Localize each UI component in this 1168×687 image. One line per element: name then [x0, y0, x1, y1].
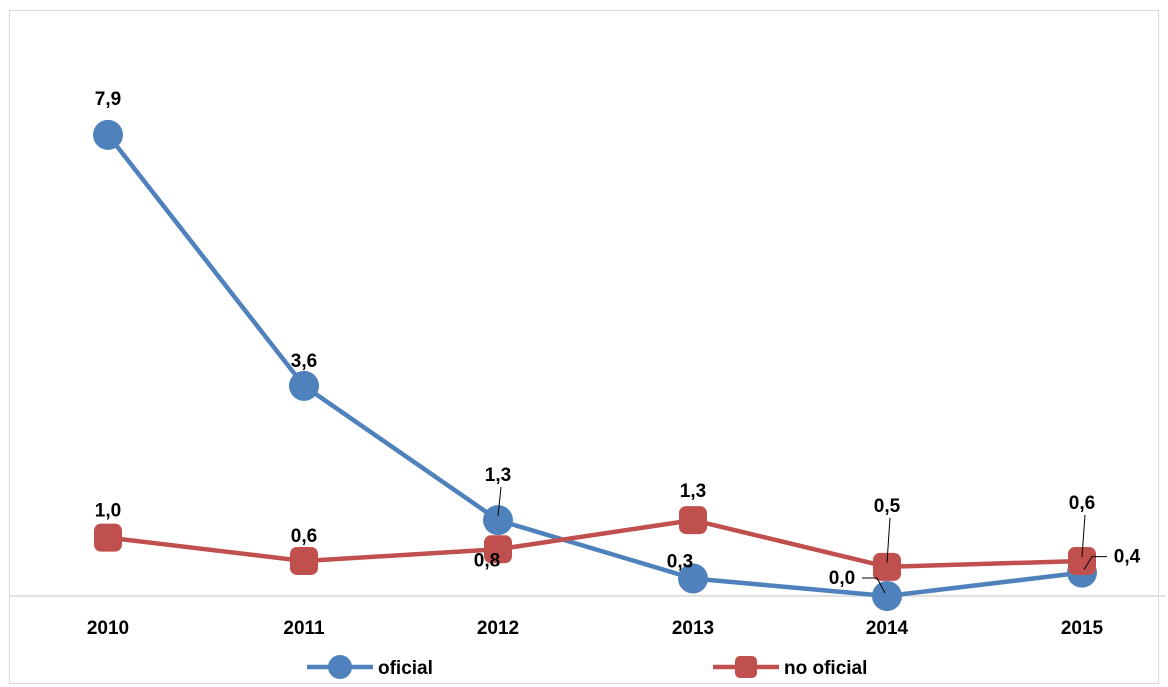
x-tick-label: 2011 [283, 618, 325, 639]
data-point-no-oficial [873, 552, 901, 581]
series-line-no-oficial [105, 517, 1085, 570]
data-label: 0,0 [829, 568, 855, 589]
data-label: 0,6 [291, 526, 317, 547]
data-point-no-oficial [290, 546, 318, 575]
data-label: 0,3 [667, 551, 693, 572]
label-leader-line [886, 517, 891, 563]
data-label: 0,5 [874, 496, 901, 517]
legend-label: no oficial [784, 658, 867, 679]
data-point-oficial [289, 370, 319, 401]
x-tick-label: 2012 [477, 618, 519, 639]
label-leader-line [497, 487, 502, 517]
data-point-oficial [483, 505, 513, 536]
data-label: 0,8 [474, 550, 500, 571]
legend-marker [735, 656, 757, 678]
x-tick-label: 2010 [87, 618, 129, 639]
data-point-oficial [872, 581, 902, 611]
legend-label: oficial [378, 658, 433, 679]
label-leader-line [862, 577, 886, 594]
data-point-oficial [93, 119, 123, 150]
data-point-no-oficial [1068, 546, 1096, 575]
data-label: 3,6 [291, 351, 317, 372]
legend-marker [328, 655, 352, 679]
legend-item-oficial: oficial [307, 655, 433, 679]
x-tick-label: 2014 [866, 618, 909, 639]
data-label: 0,6 [1069, 493, 1095, 514]
x-tick-label: 2015 [1061, 618, 1104, 639]
data-label: 1,0 [95, 501, 121, 522]
data-label: 7,9 [95, 89, 121, 110]
data-point-oficial [678, 563, 708, 594]
legend-item-no-oficial: no oficial [713, 656, 867, 679]
data-point-no-oficial [679, 506, 707, 535]
data-label: 1,3 [485, 465, 511, 486]
data-point-no-oficial [94, 523, 122, 552]
x-tick-label: 2013 [672, 618, 714, 639]
chart-frame [9, 10, 1159, 684]
series-line-oficial [105, 132, 1085, 599]
label-leader-line [1081, 514, 1086, 558]
data-label: 0,4 [1114, 547, 1141, 568]
data-point-no-oficial [484, 535, 512, 564]
label-leader-line [1083, 556, 1107, 570]
data-label: 1,3 [680, 481, 706, 502]
